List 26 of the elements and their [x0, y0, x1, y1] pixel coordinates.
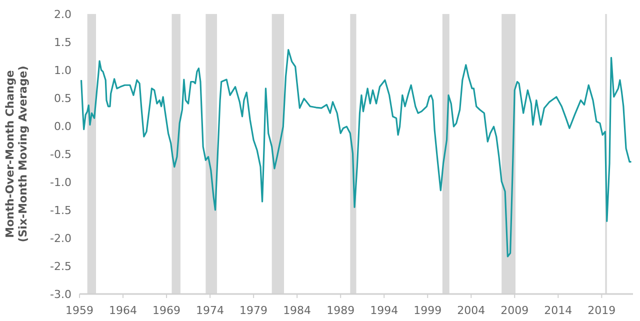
x-tick-label: 2009 [500, 304, 529, 317]
x-tick-label: 1999 [414, 304, 442, 317]
y-tick-label: -2.0 [50, 232, 72, 245]
y-tick-label: -0.5 [50, 148, 72, 161]
y-tick-label: -3.0 [50, 288, 72, 301]
y-tick-label: -1.0 [50, 176, 72, 189]
y-tick-label: 0.5 [54, 92, 72, 105]
x-tick-label: 1984 [283, 304, 312, 317]
y-tick-label: 0.0 [54, 120, 72, 133]
x-tick-label: 1959 [66, 304, 94, 317]
y-tick-label: -2.5 [50, 260, 72, 273]
x-tick-label: 1964 [109, 304, 138, 317]
y-tick-label: 2.0 [54, 8, 72, 21]
x-tick-label: 1974 [196, 304, 224, 317]
y-tick-label: 1.5 [54, 36, 72, 49]
line-series [80, 49, 632, 258]
y-axis-title: Month-Over-Month Change (Six-Month Moving Average) [3, 66, 30, 242]
y-tick-label: -1.5 [50, 204, 72, 217]
x-tick-label: 1994 [370, 304, 398, 317]
x-tick-label: 2004 [457, 304, 486, 317]
y-tick-label: 1.0 [54, 64, 72, 77]
x-tick-label: 2014 [544, 304, 572, 317]
x-tick-label: 1979 [240, 304, 268, 317]
x-tick-label: 2019 [588, 304, 616, 317]
x-tick-label: 1989 [326, 304, 355, 317]
x-tick-label: 1969 [152, 304, 181, 317]
